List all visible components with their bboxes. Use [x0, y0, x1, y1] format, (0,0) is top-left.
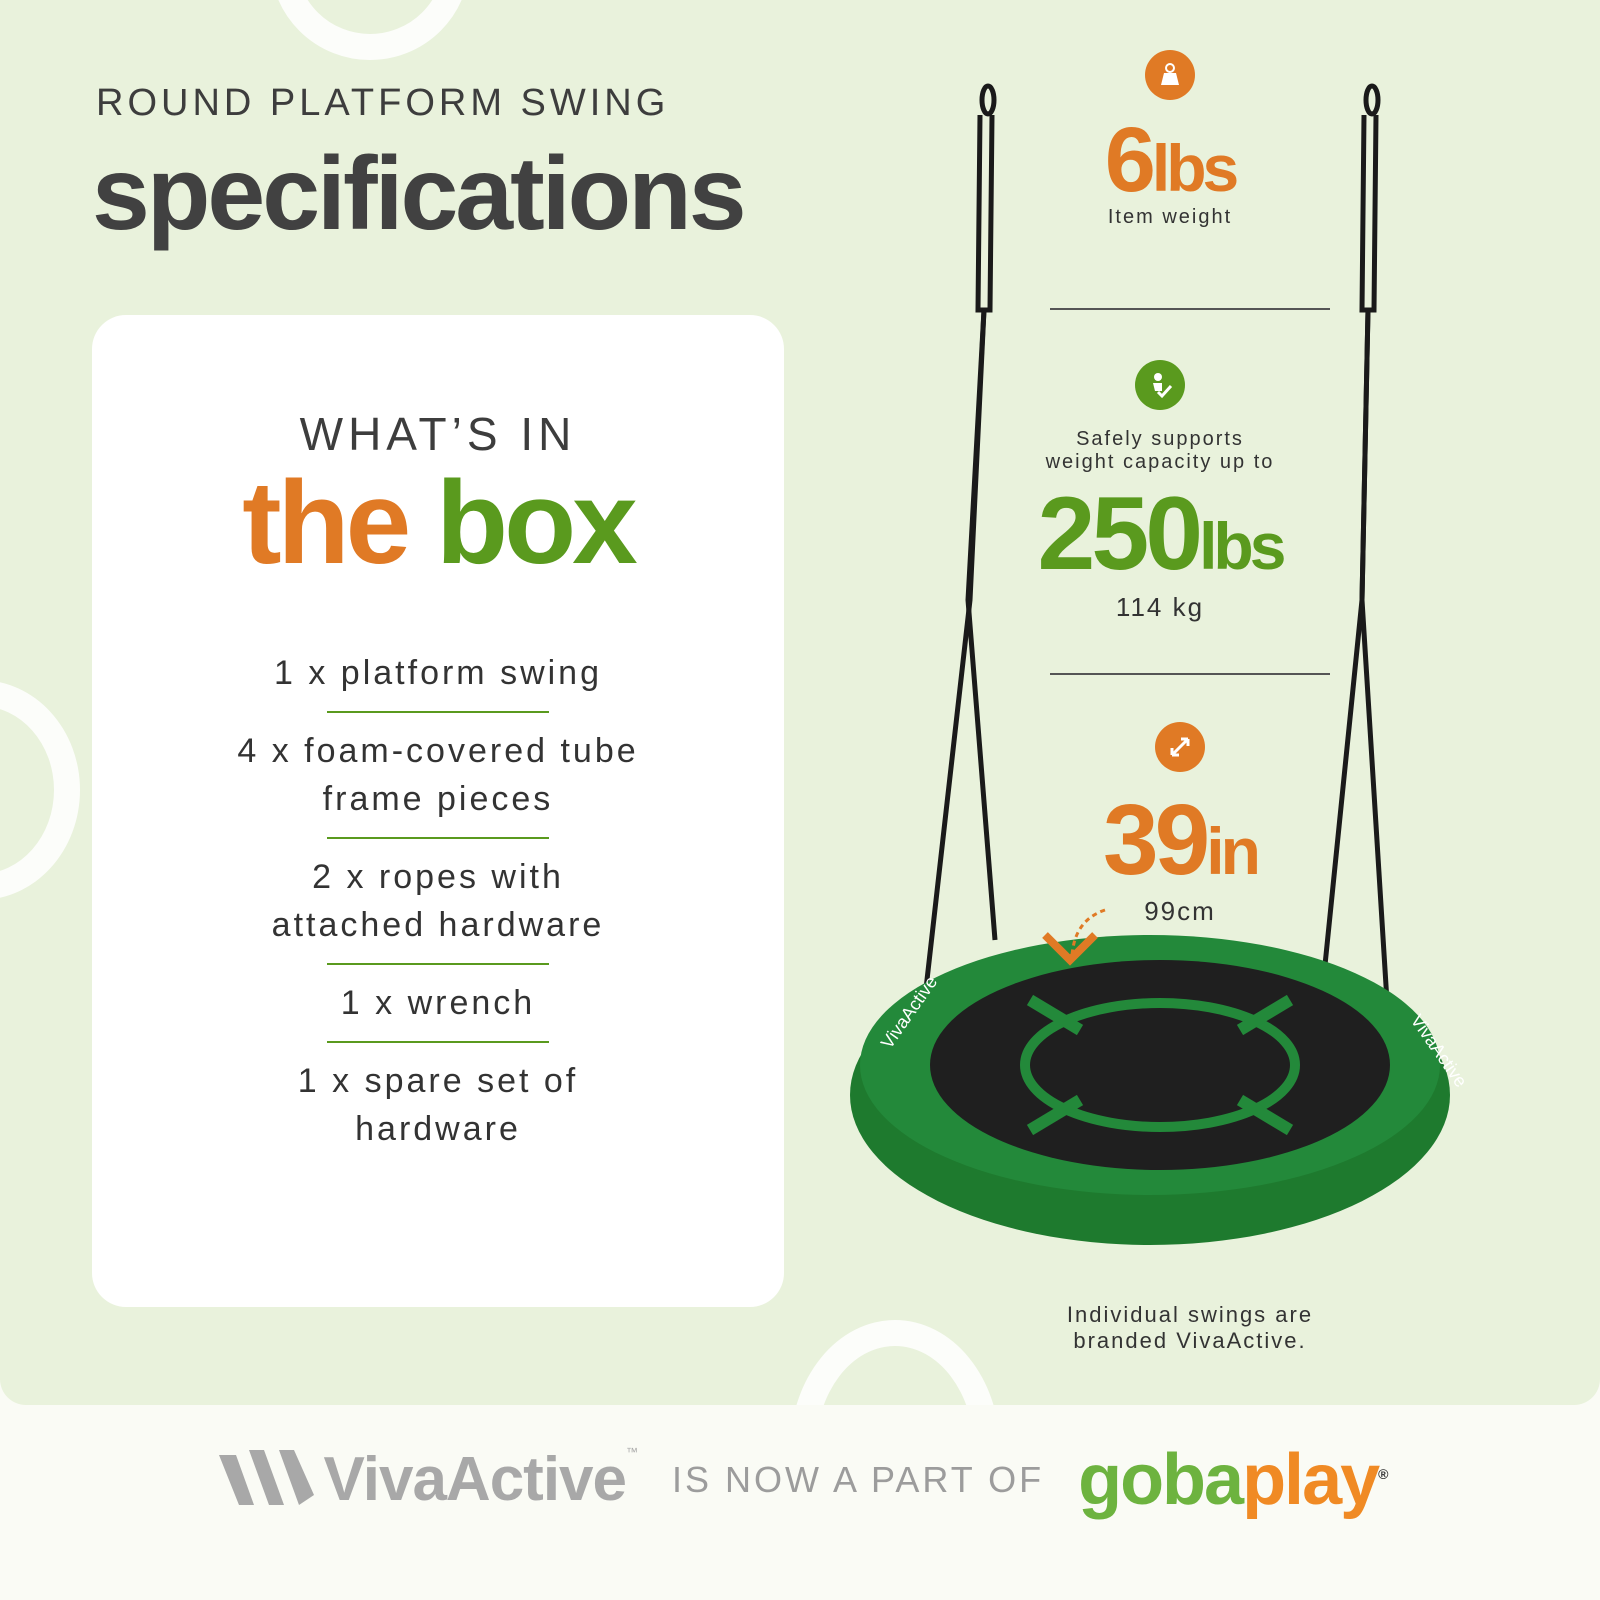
diameter-spec: 39in 99cm: [1040, 722, 1320, 927]
note-line2: branded VivaActive.: [1073, 1328, 1307, 1353]
registered-mark: ®: [1378, 1466, 1388, 1482]
weight-unit: lbs: [1151, 131, 1239, 205]
gobaplay-part2: play: [1242, 1440, 1380, 1520]
list-item: 1 x spare set of hardware: [297, 1062, 579, 1148]
divider: [327, 711, 549, 713]
branding-note: Individual swings are branded VivaActive…: [1000, 1302, 1380, 1354]
decorative-loop: [270, 0, 470, 60]
divider: [327, 963, 549, 965]
decorative-loop: [0, 680, 80, 900]
capacity-spec: Safely supports weight capacity up to 25…: [990, 360, 1330, 623]
footer-connector-text: IS NOW A PART OF: [672, 1459, 1045, 1500]
decorative-loop: [790, 1320, 1000, 1405]
list-item: 1 x platform swing: [274, 654, 602, 692]
gobaplay-logo: gobaplay®: [1078, 1439, 1388, 1521]
swing-mesh: [930, 960, 1390, 1170]
note-line1: Individual swings are: [1066, 1302, 1314, 1327]
list-item: 4 x foam-covered tube frame pieces: [237, 732, 639, 818]
diameter-metric: 99cm: [1144, 896, 1216, 926]
rope-right-inner: [1322, 309, 1371, 966]
weight-icon: [1145, 50, 1195, 100]
main-background: ROUND PLATFORM SWING specifications WHAT…: [0, 0, 1600, 1405]
box-items-list: 1 x platform swing 4 x foam-covered tube…: [92, 635, 784, 1167]
chevron-down-icon: [1042, 932, 1098, 966]
weight-value: 6: [1104, 109, 1156, 211]
vivaactive-logo-mark: [218, 1450, 314, 1505]
divider: [1050, 673, 1330, 675]
rope-loop-right: [1359, 114, 1379, 313]
trademark: ™: [626, 1445, 639, 1459]
whats-in-the-box-panel: WHAT’S IN the box 1 x platform swing 4 x…: [92, 315, 784, 1307]
rope-left-inner: [965, 309, 998, 941]
gobaplay-part1: goba: [1078, 1440, 1244, 1520]
capacity-label-2: weight capacity up to: [1045, 451, 1275, 473]
diameter-unit: in: [1206, 814, 1261, 888]
capacity-unit: lbs: [1199, 509, 1286, 583]
list-item: 2 x ropes with attached hardware: [271, 858, 605, 944]
box-heading-line2: the box: [92, 455, 784, 591]
capacity-label-1: Safely supports: [1076, 428, 1244, 450]
rope-loop-left: [975, 114, 995, 313]
capacity-value: 250: [1037, 476, 1204, 592]
vivaactive-logo: VivaActive ™: [214, 1445, 639, 1515]
capacity-metric: 114 kg: [1115, 592, 1205, 622]
heading-word-the: the: [242, 457, 411, 589]
weight-spec: 6lbs Item weight: [1030, 50, 1310, 229]
list-item: 1 x wrench: [340, 984, 536, 1022]
subtitle: ROUND PLATFORM SWING: [96, 82, 670, 124]
person-check-icon: [1135, 360, 1185, 410]
divider: [327, 1041, 549, 1043]
swing-illustration: VivaActive VivaActive: [850, 83, 1470, 1245]
diameter-value: 39: [1103, 784, 1210, 896]
footer: VivaActive ™ IS NOW A PART OF gobaplay®: [0, 1430, 1600, 1530]
resize-arrows-icon: [1155, 722, 1205, 772]
divider: [1050, 308, 1330, 310]
heading-word-box: box: [436, 457, 638, 589]
page-title: specifications: [92, 136, 747, 252]
weight-label: Item weight: [1107, 206, 1233, 228]
vivaactive-wordmark: VivaActive: [323, 1445, 628, 1514]
divider: [327, 837, 549, 839]
box-heading-line1: WHAT’S IN: [299, 408, 577, 460]
